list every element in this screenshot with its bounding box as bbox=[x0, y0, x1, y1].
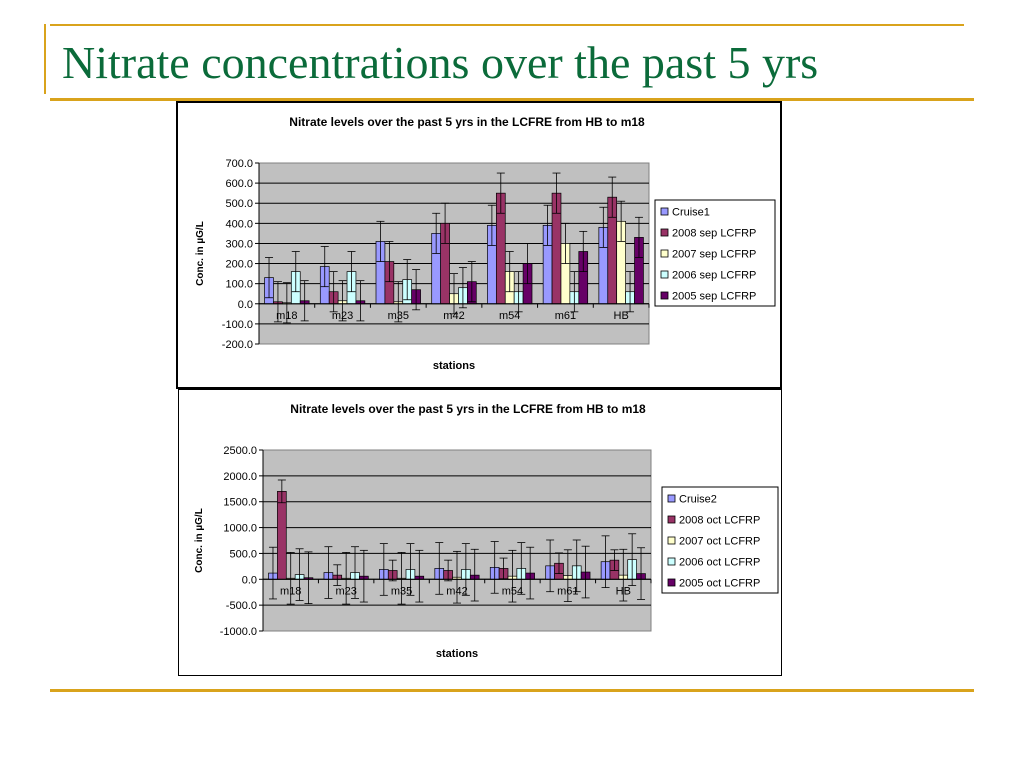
chart2-legend-swatch bbox=[667, 578, 676, 587]
chart1-y-tick-label: -100.0 bbox=[222, 319, 253, 331]
title-underline bbox=[50, 98, 974, 101]
chart2-legend-label: 2007 oct LCFRP bbox=[679, 536, 760, 548]
chart1-x-tick-label: m23 bbox=[332, 310, 353, 322]
top-rule bbox=[50, 24, 964, 26]
chart2-y-tick-label: 500.0 bbox=[229, 548, 257, 560]
chart1-legend-swatch bbox=[660, 270, 669, 279]
chart1-y-tick-label: 700.0 bbox=[225, 158, 253, 170]
chart1-y-tick-label: -200.0 bbox=[222, 339, 253, 351]
chart1-legend-swatch bbox=[660, 228, 669, 237]
chart1-legend-label: 2007 sep LCFRP bbox=[672, 249, 756, 261]
chart1-legend-label: 2006 sep LCFRP bbox=[672, 270, 756, 282]
chart1-x-tick-label: m42 bbox=[443, 310, 464, 322]
chart1-y-tick-label: 600.0 bbox=[225, 178, 253, 190]
chart1-x-tick-label: m54 bbox=[499, 310, 520, 322]
chart2-y-tick-label: 2500.0 bbox=[223, 445, 257, 457]
chart2-legend-label: 2008 oct LCFRP bbox=[679, 515, 760, 527]
bottom-rule bbox=[50, 689, 974, 692]
slide-title: Nitrate concentrations over the past 5 y… bbox=[62, 37, 819, 88]
chart2-legend-label: 2006 oct LCFRP bbox=[679, 557, 760, 569]
chart2-x-tick-label: m23 bbox=[335, 585, 356, 597]
chart2-x-tick-label: m61 bbox=[557, 585, 578, 597]
chart2-y-tick-label: -1000.0 bbox=[220, 626, 257, 638]
chart2-y-tick-label: 1500.0 bbox=[223, 497, 257, 509]
chart2-y-axis-label: Conc. in µG/L bbox=[194, 508, 205, 573]
chart1-legend-label: 2008 sep LCFRP bbox=[672, 228, 756, 240]
chart2-y-tick-label: 1000.0 bbox=[223, 523, 257, 535]
chart1-y-tick-label: 500.0 bbox=[225, 198, 253, 210]
chart2-legend-swatch bbox=[667, 515, 676, 524]
chart2-x-tick-label: m18 bbox=[280, 585, 301, 597]
chart2-x-tick-label: HB bbox=[616, 585, 631, 597]
chart1-y-axis-label: Conc. in µG/L bbox=[195, 221, 206, 286]
chart1-y-tick-label: 300.0 bbox=[225, 238, 253, 250]
chart-october: Nitrate levels over the past 5 yrs in th… bbox=[178, 389, 782, 676]
chart1-legend-label: 2005 sep LCFRP bbox=[672, 291, 756, 303]
chart2-title: Nitrate levels over the past 5 yrs in th… bbox=[290, 402, 646, 416]
chart2-legend-label: Cruise2 bbox=[679, 494, 717, 506]
chart2-y-tick-label: -500.0 bbox=[226, 600, 257, 612]
chart1-y-tick-label: 100.0 bbox=[225, 279, 253, 291]
chart1-x-tick-label: m35 bbox=[388, 310, 409, 322]
chart1-x-tick-label: m18 bbox=[276, 310, 297, 322]
chart-september: Nitrate levels over the past 5 yrs in th… bbox=[176, 101, 782, 389]
chart2-x-tick-label: m42 bbox=[446, 585, 467, 597]
left-rule bbox=[44, 24, 46, 94]
chart1-x-tick-label: m61 bbox=[555, 310, 576, 322]
chart1-x-axis-label: stations bbox=[433, 360, 475, 372]
chart1-x-tick-label: HB bbox=[614, 310, 629, 322]
chart1-legend-swatch bbox=[660, 249, 669, 258]
chart2-bar bbox=[277, 491, 287, 580]
chart1-title: Nitrate levels over the past 5 yrs in th… bbox=[289, 115, 645, 129]
chart-october-svg: Nitrate levels over the past 5 yrs in th… bbox=[178, 389, 782, 676]
chart1-legend-swatch bbox=[660, 207, 669, 216]
chart2-plot-area bbox=[262, 449, 652, 632]
chart1-y-tick-label: 400.0 bbox=[225, 218, 253, 230]
chart1-legend-swatch bbox=[660, 291, 669, 300]
chart1-legend-label: Cruise1 bbox=[672, 207, 710, 219]
chart2-legend-box bbox=[661, 486, 779, 594]
chart1-y-tick-label: 0.0 bbox=[238, 299, 253, 311]
chart2-legend-swatch bbox=[667, 536, 676, 545]
chart2-y-tick-label: 2000.0 bbox=[223, 471, 257, 483]
chart1-legend-box bbox=[654, 199, 776, 307]
chart2-legend-swatch bbox=[667, 494, 676, 503]
chart2-x-tick-label: m35 bbox=[391, 585, 412, 597]
chart1-legend: Cruise1 2008 sep LCFRP 2007 sep LCFRP 2006 … bbox=[654, 199, 776, 307]
chart2-legend-swatch bbox=[667, 557, 676, 566]
chart2-legend: Cruise2 2008 oct LCFRP 2007 oct LCFRP 2006 … bbox=[661, 486, 779, 594]
chart2-y-tick-label: 0.0 bbox=[242, 574, 257, 586]
chart-september-svg: Nitrate levels over the past 5 yrs in th… bbox=[176, 101, 782, 389]
chart1-y-tick-label: 200.0 bbox=[225, 259, 253, 271]
chart2-x-tick-label: m54 bbox=[502, 585, 523, 597]
chart2-legend-label: 2005 oct LCFRP bbox=[679, 578, 760, 590]
chart2-x-axis-label: stations bbox=[436, 648, 478, 660]
